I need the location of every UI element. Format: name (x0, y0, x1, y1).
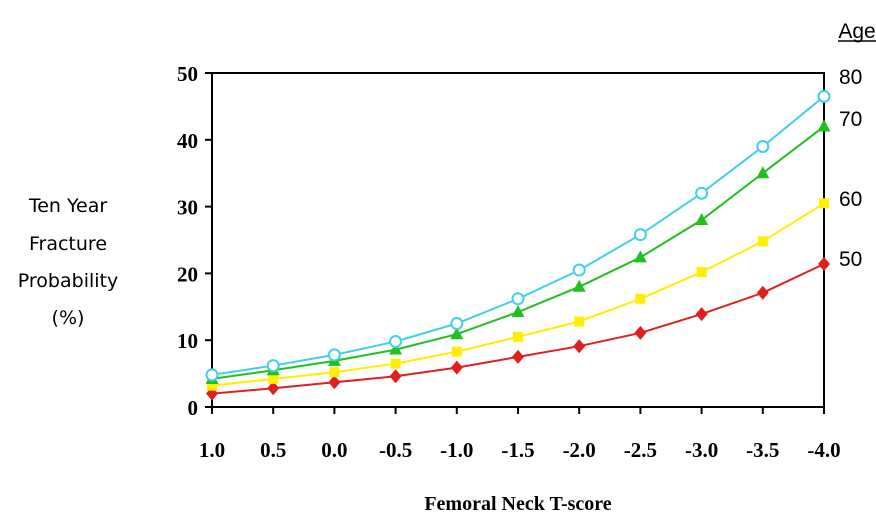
data-point (512, 349, 524, 364)
data-point (695, 307, 708, 322)
series-70 (205, 119, 831, 384)
data-point (267, 381, 280, 396)
data-point (695, 186, 709, 200)
data-point (513, 331, 523, 342)
data-point (511, 305, 525, 318)
data-point (756, 285, 769, 300)
y-axis-label: Ten Year Fracture Probability (%) (18, 195, 118, 329)
data-point (635, 293, 646, 304)
data-point (817, 89, 831, 103)
data-point (268, 373, 279, 384)
series-60 (207, 198, 829, 391)
y-tick-label: 0 (188, 396, 199, 420)
x-tick-label: -4.0 (807, 438, 840, 462)
data-point (757, 236, 768, 247)
x-tick-label: 1.0 (199, 438, 225, 462)
x-axis: 1.0 0.5 0.0 -0.5 -1.0 -1.5 -2.0 -2.5 -3.0 -3.5 -4.… (199, 407, 841, 462)
data-point (450, 317, 464, 330)
legend: Age 80 70 60 50 (838, 20, 876, 271)
data-point (205, 368, 219, 382)
x-tick-label: -2.0 (563, 438, 596, 462)
data-point (818, 257, 830, 272)
data-point (634, 325, 647, 340)
data-point (390, 358, 401, 369)
x-axis-label: Femoral Neck T-score (424, 493, 611, 515)
data-point (696, 267, 707, 278)
data-point (572, 263, 586, 277)
data-point (207, 380, 217, 391)
y-tick-label: 30 (177, 196, 198, 220)
x-tick-label: -2.5 (624, 438, 657, 462)
y-axis-label-line-2: Fracture (29, 233, 107, 255)
data-point (819, 198, 829, 209)
data-point (327, 348, 341, 362)
legend-entry-50: 50 (839, 248, 862, 271)
x-tick-label: -1.5 (501, 438, 534, 462)
data-point (266, 359, 280, 373)
legend-entry-70: 70 (839, 108, 862, 131)
data-point (389, 335, 403, 349)
data-point (574, 316, 585, 327)
series-line (211, 263, 825, 395)
y-tick-label: 50 (177, 62, 198, 86)
x-tick-label: 0.0 (321, 438, 347, 462)
data-point (817, 119, 831, 132)
data-point (328, 375, 341, 390)
legend-entry-60: 60 (839, 188, 862, 211)
x-tick-label: -3.0 (685, 438, 718, 462)
x-tick-label: 0.5 (260, 438, 286, 462)
y-axis-label-line-1: Ten Year (28, 195, 108, 217)
y-axis: 0 10 20 30 40 50 (177, 62, 212, 420)
x-tick-label: -3.5 (746, 438, 779, 462)
data-point (511, 292, 525, 306)
data-point (450, 360, 463, 375)
data-point (756, 139, 770, 153)
y-tick-label: 40 (177, 129, 198, 153)
data-point (695, 212, 709, 225)
y-axis-label-line-3: Probability (18, 270, 118, 292)
x-tick-label: -0.5 (379, 438, 412, 462)
y-axis-label-line-4: (%) (52, 307, 85, 329)
data-point (329, 367, 340, 378)
series-50 (206, 257, 830, 401)
legend-entry-80: 80 (839, 66, 862, 89)
x-tick-label: -1.0 (440, 438, 473, 462)
legend-title: Age (838, 20, 875, 43)
y-tick-label: 20 (177, 262, 198, 286)
data-point (451, 346, 462, 357)
data-point (389, 342, 403, 355)
data-point (450, 327, 464, 340)
y-tick-label: 10 (177, 329, 198, 353)
data-point (572, 279, 586, 292)
series-layer (205, 89, 831, 401)
series-80 (205, 89, 831, 382)
data-point (573, 339, 586, 354)
data-point (756, 166, 770, 179)
data-point (389, 369, 402, 384)
data-point (633, 250, 647, 263)
data-point (633, 228, 647, 242)
